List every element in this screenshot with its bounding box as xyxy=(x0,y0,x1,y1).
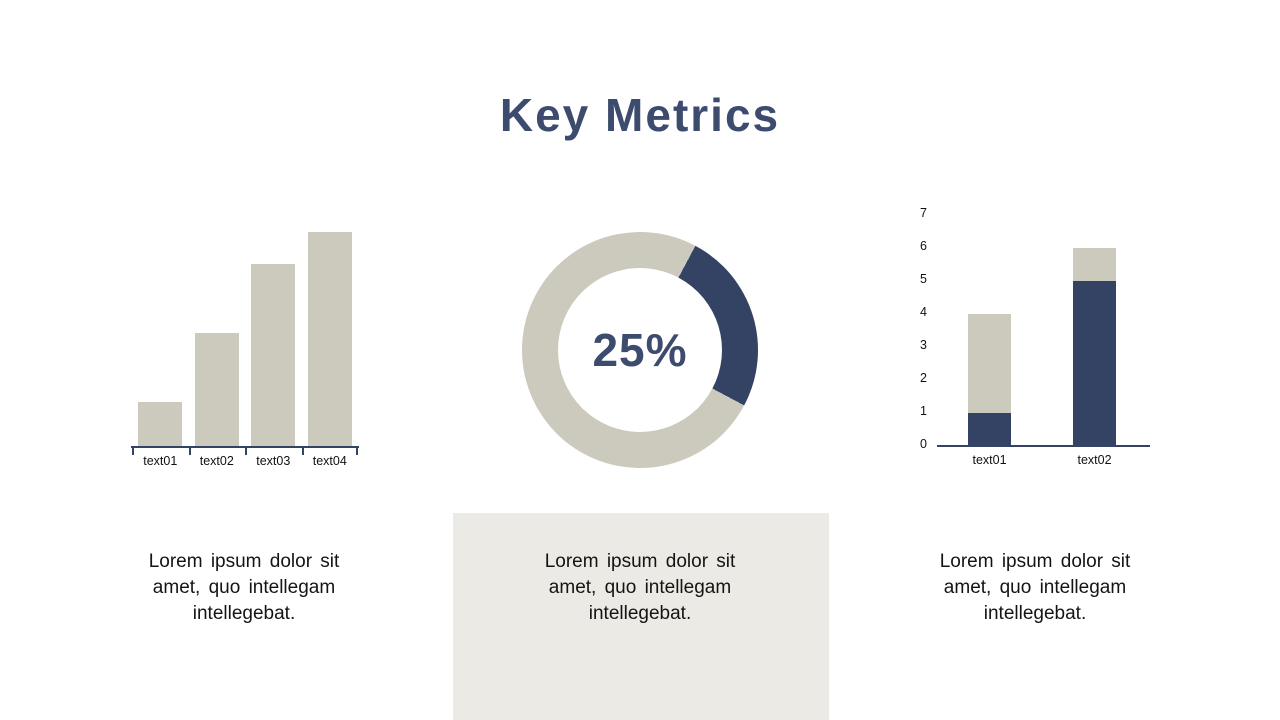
x-label-text02: text02 xyxy=(199,454,234,468)
bar-text02 xyxy=(194,333,239,447)
donut-value-label: 25% xyxy=(592,324,688,376)
ascending-bar-chart: text01 text02 text03 text04 xyxy=(131,230,359,470)
y-tick-label-7: 7 xyxy=(920,206,927,220)
bar-text01-top-segment xyxy=(968,314,1011,413)
y-tick-label-4: 4 xyxy=(920,305,927,319)
x-axis-line xyxy=(937,445,1150,447)
x-label-text01: text01 xyxy=(143,454,178,468)
bar-series xyxy=(132,230,358,447)
x-label-text02: text02 xyxy=(1077,453,1112,467)
y-tick-label-3: 3 xyxy=(920,338,927,352)
x-tick xyxy=(301,447,304,455)
x-tick xyxy=(356,447,358,455)
x-label-text03: text03 xyxy=(256,454,291,468)
x-label-text04: text04 xyxy=(312,454,347,468)
x-tick xyxy=(188,447,191,455)
slide-title: Key Metrics xyxy=(499,89,781,141)
bar-text03 xyxy=(251,264,296,447)
caption-highlight-panel xyxy=(453,513,829,720)
y-tick-label-2: 2 xyxy=(920,371,927,385)
bar-text04 xyxy=(307,232,352,447)
caption-middle: Lorem ipsum dolor sit amet, quo intelleg… xyxy=(544,551,736,624)
caption-left: Lorem ipsum dolor sit amet, quo intelleg… xyxy=(148,551,340,624)
caption-right: Lorem ipsum dolor sit amet, quo intelleg… xyxy=(939,551,1131,624)
y-tick-label-0: 0 xyxy=(920,437,927,451)
x-label-text01: text01 xyxy=(972,453,1007,467)
stacked-bar-chart: 0 1 2 3 4 5 6 7 text01 text02 xyxy=(905,206,1160,477)
donut-chart: 25% xyxy=(522,232,758,468)
bar-text02-top-segment xyxy=(1073,248,1116,281)
y-tick-label-6: 6 xyxy=(920,239,927,253)
x-tick xyxy=(245,447,247,455)
y-tick-label-5: 5 xyxy=(920,272,927,286)
x-tick xyxy=(132,447,134,455)
donut-hole xyxy=(558,268,722,432)
y-tick-label-1: 1 xyxy=(920,404,927,418)
bar-text01-bottom-segment xyxy=(968,413,1011,446)
bar-text01 xyxy=(138,402,183,447)
bar-text02-bottom-segment xyxy=(1073,281,1116,446)
